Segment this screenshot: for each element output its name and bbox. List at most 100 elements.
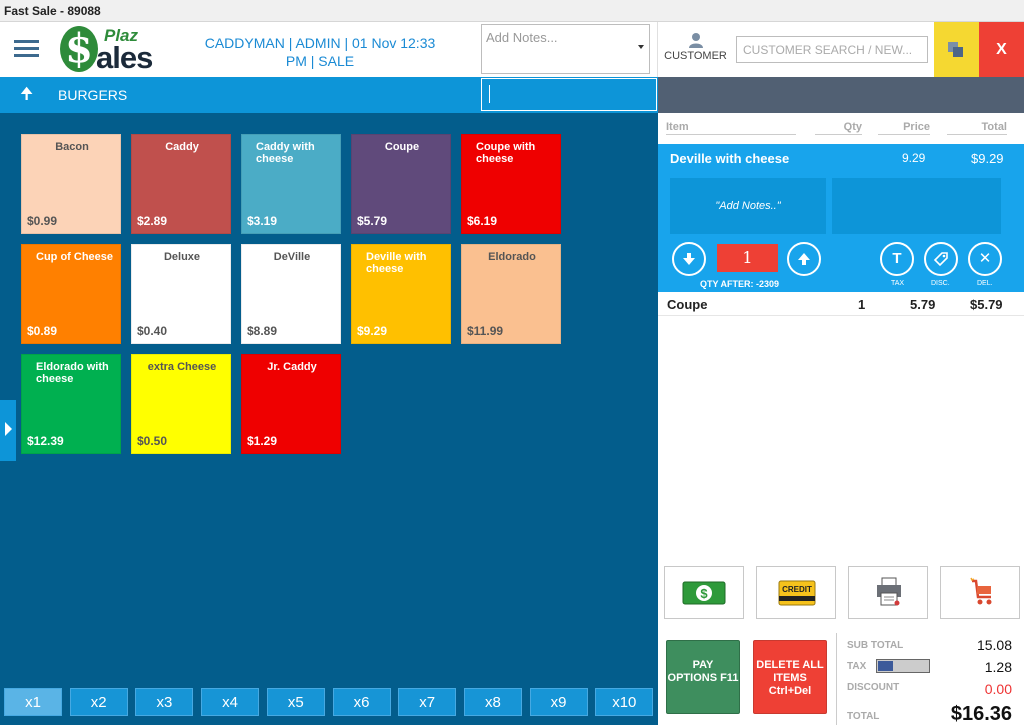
total-label: TOTAL bbox=[847, 711, 880, 722]
close-icon: ✕ bbox=[978, 250, 992, 267]
product-price: $1.29 bbox=[247, 434, 278, 448]
customer-label: CUSTOMER bbox=[664, 50, 727, 62]
close-button[interactable]: X bbox=[979, 22, 1024, 77]
tax-progress-fill bbox=[878, 661, 893, 671]
expand-side-panel-button[interactable] bbox=[0, 400, 16, 461]
delete-all-items-button[interactable]: DELETE ALL ITEMS Ctrl+Del bbox=[753, 640, 827, 714]
delete-item-button[interactable]: ✕ bbox=[968, 242, 1002, 276]
product-price: $5.79 bbox=[357, 214, 388, 228]
chevron-down-icon bbox=[638, 45, 644, 49]
product-name: Caddy bbox=[165, 141, 199, 153]
item-notes-button[interactable]: "Add Notes.." bbox=[670, 178, 826, 234]
product-tile[interactable]: DeVille $8.89 bbox=[241, 244, 341, 344]
switch-window-button[interactable] bbox=[934, 22, 979, 77]
product-price: $12.39 bbox=[27, 434, 64, 448]
multiplier-button-x4[interactable]: x4 bbox=[201, 688, 260, 716]
product-tile[interactable]: Deluxe $0.40 bbox=[131, 244, 231, 344]
product-tile[interactable]: Caddy $2.89 bbox=[131, 134, 231, 234]
product-name: Cup of Cheese bbox=[36, 251, 114, 263]
tax-value: 1.28 bbox=[984, 659, 1012, 675]
cart-row-name: Coupe bbox=[667, 297, 708, 312]
category-bar: 🠉 BURGERS bbox=[0, 77, 658, 113]
discount-value: 0.00 bbox=[984, 681, 1012, 697]
product-tile[interactable]: extra Cheese $0.50 bbox=[131, 354, 231, 454]
multiplier-button-x9[interactable]: x9 bbox=[529, 688, 588, 716]
product-name: Caddy with cheese bbox=[256, 141, 315, 165]
col-price: Price bbox=[878, 121, 930, 135]
multiplier-button-x3[interactable]: x3 bbox=[135, 688, 194, 716]
customer-search-placeholder: CUSTOMER SEARCH / NEW... bbox=[743, 43, 913, 57]
quantity-multiplier-bar: x1 x2 x3 x4 x5 x6 x7 x8 x9 x10 bbox=[0, 688, 658, 725]
cash-icon: $ bbox=[682, 581, 726, 605]
product-tile[interactable]: Coupe $5.79 bbox=[351, 134, 451, 234]
menu-icon[interactable] bbox=[14, 40, 39, 58]
product-tile[interactable]: Deville with cheese $9.29 bbox=[351, 244, 451, 344]
pay-options-button[interactable]: PAY OPTIONS F11 bbox=[666, 640, 740, 714]
multiplier-button-x2[interactable]: x2 bbox=[69, 688, 128, 716]
increase-qty-button[interactable] bbox=[787, 242, 821, 276]
discount-button[interactable] bbox=[924, 242, 958, 276]
product-tile[interactable]: Eldorado with cheese $12.39 bbox=[21, 354, 121, 454]
quantity-field[interactable]: 1 bbox=[717, 244, 778, 272]
col-item: Item bbox=[666, 121, 796, 135]
session-line-2: PM | SALE bbox=[285, 53, 355, 69]
product-tile[interactable]: Coupe with cheese $6.19 bbox=[461, 134, 561, 234]
discount-label: DISCOUNT bbox=[847, 682, 900, 693]
credit-label: CREDIT bbox=[782, 585, 812, 594]
tag-icon bbox=[933, 252, 948, 267]
multiplier-button-x8[interactable]: x8 bbox=[463, 688, 522, 716]
product-tile[interactable]: Eldorado $11.99 bbox=[461, 244, 561, 344]
decrease-qty-button[interactable] bbox=[672, 242, 706, 276]
selected-item-total: $9.29 bbox=[971, 151, 1004, 166]
product-tile[interactable]: Jr. Caddy $1.29 bbox=[241, 354, 341, 454]
multiplier-button-x6[interactable]: x6 bbox=[332, 688, 391, 716]
customer-search-input[interactable]: CUSTOMER SEARCH / NEW... bbox=[736, 36, 928, 63]
product-price: $0.99 bbox=[27, 214, 58, 228]
customer-button[interactable]: CUSTOMER bbox=[657, 22, 733, 77]
qty-after-label: QTY AFTER: -2309 bbox=[700, 279, 780, 289]
payment-methods: $ CREDIT bbox=[664, 566, 1024, 620]
cart-row-total: $5.79 bbox=[970, 297, 1003, 312]
session-line-1: CADDYMAN | ADMIN | 01 Nov 12:33 bbox=[204, 35, 436, 51]
item-modifiers-box[interactable] bbox=[832, 178, 1001, 234]
category-title: BURGERS bbox=[58, 87, 128, 103]
window-title: Fast Sale - 89088 bbox=[0, 0, 1024, 22]
multiplier-button-x10[interactable]: x10 bbox=[595, 688, 654, 716]
text-cursor bbox=[489, 85, 490, 103]
tax-total-label: TAX bbox=[847, 661, 867, 672]
up-arrow-icon[interactable]: 🠉 bbox=[20, 86, 34, 103]
subtotal-label: SUB TOTAL bbox=[847, 640, 904, 651]
credit-payment-button[interactable]: CREDIT bbox=[756, 566, 836, 619]
cart-options-button[interactable] bbox=[940, 566, 1020, 619]
product-tile[interactable]: Cup of Cheese $0.89 bbox=[21, 244, 121, 344]
print-receipt-button[interactable] bbox=[848, 566, 928, 619]
cart-row[interactable]: Coupe 1 5.79 $5.79 bbox=[658, 292, 1024, 316]
product-price: $3.19 bbox=[247, 214, 278, 228]
product-name: Bacon bbox=[55, 141, 89, 153]
selected-cart-item[interactable]: Deville with cheese 9.29 $9.29 "Add Note… bbox=[658, 144, 1024, 292]
arrow-up-icon bbox=[798, 253, 810, 265]
product-grid: Bacon $0.99 Caddy $2.89 Caddy with cheese $3.… bbox=[0, 113, 658, 725]
product-price: $0.89 bbox=[27, 324, 58, 338]
product-price: $8.89 bbox=[247, 324, 278, 338]
product-tile[interactable]: Caddy with cheese $3.19 bbox=[241, 134, 341, 234]
order-notes-select[interactable]: Add Notes... bbox=[481, 24, 650, 74]
tax-progress-bar bbox=[876, 659, 930, 673]
logo-plaz-text: Plaz bbox=[104, 26, 139, 45]
logo-dollar-mark: $ bbox=[60, 26, 98, 72]
multiplier-button-x1[interactable]: x1 bbox=[4, 688, 62, 716]
barcode-input[interactable] bbox=[481, 78, 657, 111]
product-tile[interactable]: Bacon $0.99 bbox=[21, 134, 121, 234]
multiplier-button-x5[interactable]: x5 bbox=[266, 688, 325, 716]
shopping-cart-icon bbox=[970, 577, 992, 605]
tax-button[interactable]: T bbox=[880, 242, 914, 276]
cart-row-qty: 1 bbox=[858, 297, 866, 312]
product-name: Jr. Caddy bbox=[267, 361, 317, 373]
del-label: DEL. bbox=[977, 280, 993, 287]
multiplier-button-x7[interactable]: x7 bbox=[398, 688, 457, 716]
product-name: Eldorado with cheese bbox=[36, 361, 109, 385]
cash-payment-button[interactable]: $ bbox=[664, 566, 744, 619]
selected-item-name: Deville with cheese bbox=[670, 151, 790, 166]
cart-toolbar bbox=[658, 77, 1024, 113]
order-notes-placeholder: Add Notes... bbox=[486, 30, 558, 45]
